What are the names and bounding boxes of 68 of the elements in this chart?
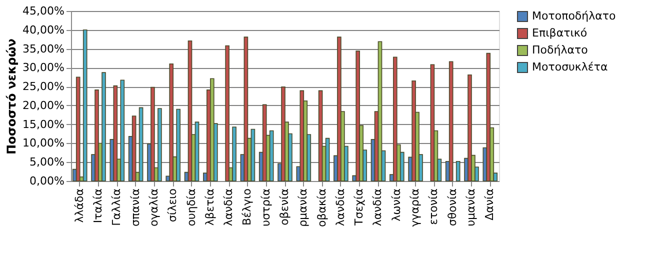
bar bbox=[325, 138, 330, 182]
x-tick-label: λανδία bbox=[334, 188, 347, 226]
bar bbox=[132, 116, 136, 182]
legend-label: Επιβατικό bbox=[532, 26, 588, 40]
x-tick-label: Τσεχία bbox=[352, 188, 366, 226]
bar bbox=[138, 107, 144, 182]
x-tick-label: Γαλλία bbox=[110, 188, 124, 226]
x-tick-label: υμανία bbox=[464, 188, 478, 226]
y-tick-label: 30,00% bbox=[22, 61, 64, 74]
bar bbox=[194, 122, 200, 182]
x-tick-label: οβακία bbox=[315, 188, 328, 227]
bar bbox=[456, 160, 460, 182]
x-tick-label: γγαρία bbox=[408, 188, 422, 227]
bar bbox=[158, 108, 162, 182]
bar bbox=[150, 86, 155, 182]
x-tick-label: σθονία bbox=[446, 188, 459, 226]
x-tick-label: Βέλγιο bbox=[240, 188, 254, 226]
bar bbox=[94, 90, 99, 182]
x-tick-label: λβετία bbox=[203, 188, 216, 226]
legend-label: Ποδήλατο bbox=[532, 44, 588, 56]
x-tick-label: ρμανία bbox=[296, 188, 310, 227]
bar bbox=[281, 86, 286, 182]
bar bbox=[486, 52, 491, 182]
x-tick-label: σίλειο bbox=[166, 188, 180, 222]
x-tick-label: οβενία bbox=[278, 188, 291, 226]
bar bbox=[176, 108, 180, 182]
bar bbox=[356, 50, 360, 182]
bar bbox=[448, 61, 454, 182]
bar bbox=[210, 78, 214, 182]
bar bbox=[102, 72, 106, 182]
x-tick-label: σπανία bbox=[128, 188, 142, 226]
y-tick-label: 25,00% bbox=[22, 80, 64, 94]
bar bbox=[82, 29, 88, 182]
y-tick-label: 40,00% bbox=[22, 23, 64, 36]
y-tick-label: 5,00% bbox=[30, 156, 64, 169]
x-tick-label: λανδία bbox=[371, 188, 384, 226]
y-tick-label: 15,00% bbox=[22, 118, 64, 131]
bar bbox=[269, 130, 274, 182]
bar bbox=[76, 76, 80, 182]
bar bbox=[169, 63, 174, 182]
bar bbox=[378, 41, 382, 182]
bar bbox=[468, 74, 472, 182]
bar bbox=[225, 45, 230, 182]
y-axis-title: Ποσοστό νεκρών bbox=[4, 38, 19, 154]
bar bbox=[113, 85, 118, 182]
x-tick-label: Ιταλία bbox=[92, 188, 105, 224]
bar bbox=[244, 36, 248, 182]
x-tick-label: υστρία bbox=[259, 188, 272, 226]
bar bbox=[232, 126, 236, 182]
bar bbox=[393, 56, 398, 182]
x-tick-label: λωνία bbox=[390, 188, 403, 222]
x-tick-label: ετονία bbox=[427, 188, 440, 225]
legend-label: Μοτοσυκλέτα bbox=[532, 60, 608, 74]
x-tick-label: λλάδα bbox=[72, 188, 86, 223]
bar bbox=[120, 80, 125, 182]
y-tick-label: 35,00% bbox=[22, 42, 64, 56]
y-tick-label: 20,00% bbox=[22, 98, 64, 112]
y-tick-label: 10,00% bbox=[22, 136, 64, 150]
x-tick-label: λανδία bbox=[222, 188, 236, 226]
bar bbox=[262, 104, 267, 182]
x-tick-label: Δανία bbox=[483, 188, 496, 220]
bar bbox=[337, 36, 342, 182]
legend-label: Μοτοποδήλατο bbox=[532, 10, 616, 22]
y-tick-label: 0,00% bbox=[30, 174, 64, 188]
x-tick-label: ουηδία bbox=[184, 188, 198, 226]
y-tick-label: 45,00% bbox=[22, 4, 64, 18]
bar bbox=[250, 128, 256, 182]
x-tick-label: ογαλία bbox=[147, 188, 160, 226]
